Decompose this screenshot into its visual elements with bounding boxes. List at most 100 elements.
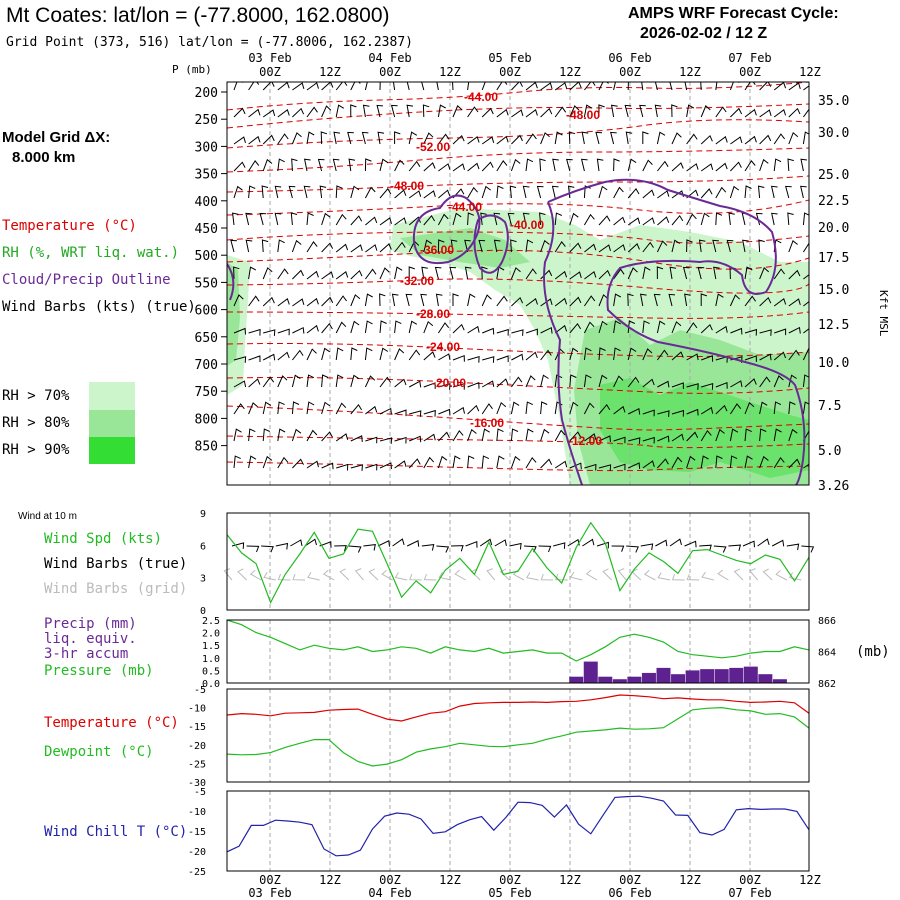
precip-bar	[685, 670, 700, 683]
wind-barb	[715, 293, 724, 307]
wind-barb	[261, 185, 269, 199]
wind-chill-panel-grid	[269, 791, 751, 871]
wind-barb	[350, 403, 363, 415]
wind-barb	[613, 375, 624, 388]
wind-barb	[671, 382, 684, 390]
wind-barb	[787, 158, 794, 172]
legend-swatch-rh70	[89, 382, 135, 410]
wind-barb-grid	[277, 573, 291, 581]
wind-barb-true	[479, 538, 493, 547]
legend-wind: Wind Barbs (kts) (true)	[2, 299, 196, 315]
wind-barb	[744, 185, 752, 199]
wind-barb	[583, 213, 595, 226]
wind-barb	[568, 131, 576, 145]
wind-barb	[493, 212, 501, 226]
wind-barb	[481, 380, 495, 388]
wind-barb	[379, 462, 392, 470]
wind-barb	[321, 242, 334, 253]
wind-barb	[292, 458, 304, 469]
wind-barb	[438, 431, 450, 442]
wind-barb	[744, 328, 758, 336]
wind-barb	[317, 158, 325, 172]
wind-barb	[700, 134, 713, 145]
wind-barb	[262, 401, 272, 415]
model-grid-label: Model Grid ΔX:	[2, 129, 110, 146]
height-tick: 35.0	[818, 94, 849, 109]
isotherm-line	[227, 103, 809, 129]
wind-barb-grid	[643, 569, 656, 581]
wind-barb	[803, 328, 809, 334]
station-title: Mt Coates: lat/lon = (-77.8000, 162.0800…	[6, 4, 390, 27]
isotherm-label: -48.00	[390, 179, 424, 193]
wind-barb	[262, 82, 275, 91]
wind-barb	[773, 158, 782, 172]
wind-barb	[583, 374, 592, 388]
wind-barb	[802, 242, 809, 253]
wind-barb	[248, 428, 256, 442]
wind-barb	[481, 185, 491, 199]
wind-barb	[642, 217, 655, 226]
wind-barb	[726, 239, 734, 253]
wind-barb	[496, 185, 504, 199]
wind-barb	[551, 185, 559, 199]
cross-section-wind-barbs	[230, 82, 809, 471]
wind-barb	[452, 406, 465, 415]
wind-barb	[248, 82, 260, 91]
wind-barb	[771, 212, 778, 226]
wind-barb-true	[757, 538, 770, 547]
bottom-date-label: 05 Feb	[488, 886, 531, 900]
height-tick: 30.0	[818, 126, 849, 141]
wind-barb	[277, 108, 290, 118]
wind-barb-grid	[733, 568, 744, 581]
precip-liq-label: liq. equiv.	[44, 631, 137, 647]
wind-barb	[467, 106, 479, 118]
bottom-tick-label: 12Z	[559, 873, 581, 887]
wind-barb	[613, 216, 626, 226]
y-tick-label: -15	[188, 827, 206, 838]
pressure-tick: 450	[195, 222, 218, 237]
wind-barb	[610, 131, 617, 145]
cross-section-panel: -44.00 -48.00 -52.00 -48.00 -44.00 -40.0…	[226, 81, 810, 486]
wind-barb	[392, 82, 396, 91]
wind-barb	[394, 409, 407, 417]
wind-barb	[259, 212, 267, 226]
wind-barb	[569, 296, 582, 307]
bottom-tick-label: 00Z	[619, 873, 641, 887]
wind-barb	[525, 133, 537, 145]
wind-barb	[350, 320, 360, 334]
wind-barb	[361, 131, 369, 145]
wind-barb	[657, 458, 669, 469]
cloud-outline	[473, 214, 509, 274]
wind-barb	[744, 108, 757, 118]
wind-barb-true	[246, 545, 260, 553]
wind-barb-true	[596, 541, 609, 549]
wind-barb	[729, 455, 738, 469]
wind-barb	[540, 326, 553, 334]
isotherm-label: -36.00	[420, 243, 454, 257]
wind-barb	[540, 239, 550, 253]
wind-barb	[379, 82, 381, 91]
wind-barb-grid	[223, 568, 233, 581]
temperature-y-ticks: -5 -10 -15 -20 -25 -30	[188, 685, 206, 789]
wind-barb	[613, 293, 622, 307]
wind-barb	[700, 188, 713, 199]
wind-barb	[467, 428, 477, 442]
wind-barb	[684, 293, 691, 307]
isotherm-label: -12.00	[568, 434, 602, 448]
wind-barb	[540, 374, 549, 388]
pressure-label: Pressure (mb)	[44, 663, 154, 679]
top-tick-label: 12Z	[439, 65, 461, 79]
wind-barb	[759, 353, 772, 361]
wind-barb	[624, 104, 632, 118]
height-axis-label: Kft MSL	[877, 290, 890, 337]
wind-barb	[639, 104, 646, 118]
wind-barb	[701, 383, 714, 390]
wind-barb	[598, 435, 611, 442]
wind-barb	[715, 212, 723, 226]
wind-barb	[406, 82, 410, 91]
wind-barb	[245, 212, 252, 226]
wind-barb	[642, 189, 655, 199]
wind-barb	[452, 293, 459, 306]
y-tick-label: -10	[188, 704, 206, 715]
wind-barb	[467, 162, 480, 172]
